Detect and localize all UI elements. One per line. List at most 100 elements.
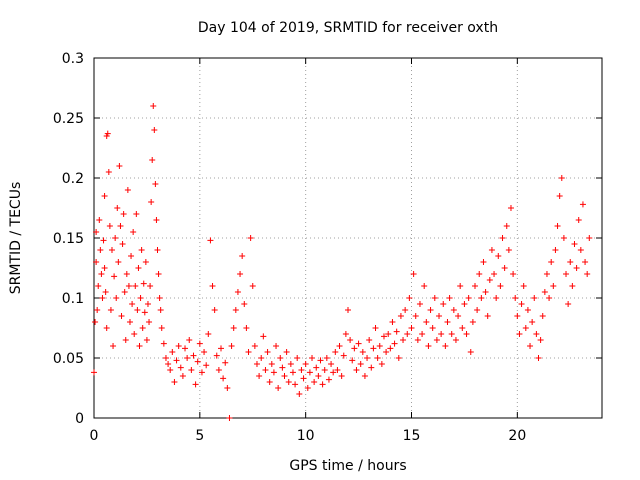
data-point — [298, 367, 305, 373]
data-point — [281, 373, 288, 379]
data-point — [142, 259, 149, 265]
data-point — [393, 328, 400, 335]
data-point — [153, 217, 160, 223]
data-point — [531, 295, 538, 301]
y-tick-label: 0.25 — [53, 111, 84, 127]
data-point — [345, 307, 351, 313]
data-point — [232, 307, 239, 313]
data-point — [289, 369, 296, 376]
data-point — [117, 223, 124, 229]
data-point — [113, 295, 120, 301]
data-point — [442, 343, 449, 349]
data-point — [499, 235, 506, 241]
data-point — [131, 331, 138, 337]
data-point — [577, 247, 584, 253]
data-point — [125, 283, 132, 289]
data-point — [175, 343, 182, 349]
data-point — [361, 373, 368, 379]
data-point — [380, 333, 387, 340]
data-point — [122, 337, 129, 343]
data-point — [209, 283, 216, 289]
data-point — [190, 352, 197, 359]
x-tick-label: 20 — [508, 428, 526, 444]
data-point — [258, 355, 265, 361]
data-point — [266, 379, 273, 385]
data-point — [395, 355, 402, 361]
data-point — [461, 301, 468, 307]
data-point — [196, 340, 203, 347]
data-point — [334, 367, 341, 373]
data-point — [351, 345, 358, 352]
data-point — [533, 331, 540, 337]
data-point — [91, 369, 97, 376]
data-point — [366, 337, 373, 343]
data-point — [431, 295, 438, 301]
data-point — [349, 357, 356, 364]
data-point — [154, 247, 161, 253]
data-point — [309, 355, 316, 361]
data-point — [569, 283, 576, 289]
data-point — [563, 271, 570, 277]
data-point — [389, 319, 396, 325]
data-point — [179, 373, 186, 379]
data-point — [586, 235, 593, 241]
data-point — [92, 319, 99, 325]
data-point — [184, 355, 191, 361]
data-point — [143, 337, 150, 343]
data-point — [480, 259, 487, 265]
data-point — [120, 211, 127, 217]
y-tick-label: 0.1 — [62, 291, 84, 307]
data-point — [353, 367, 360, 373]
data-point — [565, 301, 572, 307]
data-point — [237, 271, 244, 277]
data-point — [226, 415, 233, 421]
data-point — [256, 373, 263, 379]
data-point — [158, 325, 165, 331]
data-point — [160, 340, 167, 347]
data-point — [171, 379, 178, 385]
data-point — [239, 253, 246, 259]
data-point — [300, 375, 307, 382]
data-point — [527, 343, 534, 349]
data-point — [571, 241, 578, 247]
data-point — [372, 325, 379, 331]
data-point — [402, 307, 409, 313]
data-point — [140, 280, 147, 287]
data-point — [448, 331, 455, 337]
data-point — [268, 361, 275, 367]
data-point — [438, 331, 445, 337]
data-point — [108, 247, 115, 253]
data-point — [98, 271, 105, 277]
data-point — [457, 283, 464, 289]
data-point — [476, 271, 483, 277]
data-point — [149, 157, 156, 163]
data-point — [292, 381, 299, 388]
data-point — [95, 283, 102, 289]
data-point — [582, 259, 589, 265]
axes: 0 0.05 0.1 0.15 0.2 0.25 0.3 0 5 10 15 20 — [53, 51, 603, 444]
data-point — [474, 307, 481, 313]
data-point — [182, 345, 189, 352]
y-tick-label: 0.15 — [53, 231, 84, 247]
data-point — [311, 379, 318, 385]
data-point — [115, 259, 122, 265]
data-point — [124, 187, 131, 193]
data-point — [342, 331, 349, 337]
x-tick-label: 10 — [297, 428, 315, 444]
data-point — [249, 283, 256, 289]
data-point — [416, 301, 423, 307]
data-point — [167, 367, 174, 373]
data-point — [112, 235, 119, 241]
data-point — [228, 343, 235, 349]
data-point — [558, 175, 565, 181]
data-point — [336, 343, 343, 349]
data-point — [136, 343, 143, 349]
data-point — [368, 364, 375, 371]
data-point — [94, 307, 101, 313]
data-point — [270, 369, 277, 376]
data-point — [518, 301, 525, 307]
data-point — [110, 343, 117, 349]
data-point — [106, 223, 113, 229]
data-point — [330, 369, 337, 376]
